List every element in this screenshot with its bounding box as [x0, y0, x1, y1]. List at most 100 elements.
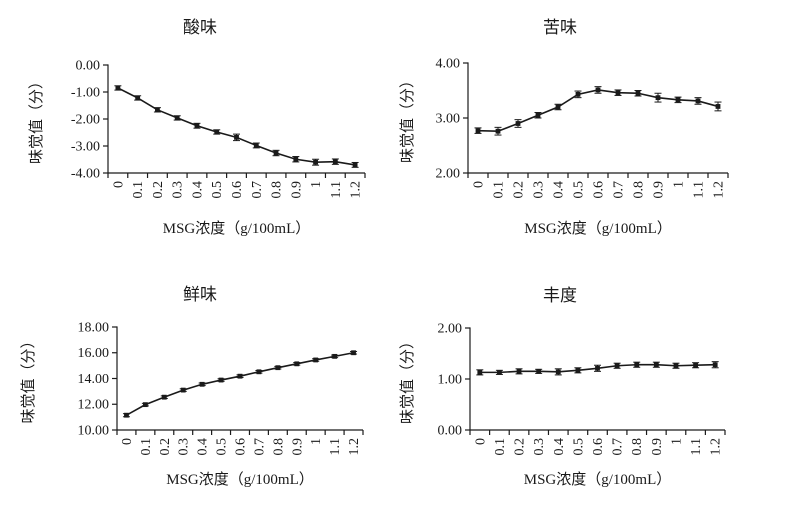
x-tick-label: 1	[669, 438, 684, 445]
x-tick-label: 0.2	[512, 181, 527, 199]
x-axis-title: MSG浓度（g/100mL）	[166, 471, 314, 488]
x-tick-label: 1.2	[709, 438, 724, 456]
data-point	[675, 97, 681, 103]
y-tick-label: 2.00	[438, 321, 463, 336]
data-point	[313, 357, 319, 363]
data-point	[275, 365, 281, 371]
x-tick-label: 0.5	[215, 438, 230, 456]
x-tick-label: 0.3	[171, 181, 186, 199]
x-tick-label: 0.4	[552, 438, 567, 456]
data-point	[293, 156, 299, 162]
y-tick-label: 1.00	[438, 372, 463, 387]
x-tick-label: 0.8	[630, 438, 645, 456]
data-point	[575, 91, 581, 97]
x-tick-label: 0.7	[612, 181, 627, 199]
data-point	[234, 134, 239, 140]
x-axis-title: MSG浓度（g/100mL）	[524, 220, 672, 237]
data-point	[693, 362, 698, 368]
data-point	[218, 377, 224, 383]
data-point	[555, 104, 561, 110]
chart-title: 苦味	[543, 18, 577, 37]
x-tick-label: 0.7	[252, 438, 267, 456]
x-tick-label: 0.9	[652, 181, 667, 199]
data-point	[194, 123, 200, 129]
data-point	[495, 128, 501, 134]
x-tick-label: 0.9	[289, 181, 304, 199]
x-tick-label: 0.3	[177, 438, 192, 456]
data-point	[214, 129, 220, 135]
y-axis-label: 味觉值（分）	[20, 333, 37, 423]
y-tick-label: 4.00	[436, 56, 461, 71]
data-point	[595, 87, 601, 93]
x-tick-label: 0.7	[250, 181, 265, 199]
x-tick-label: 0.9	[650, 438, 665, 456]
y-tick-label: 14.00	[78, 372, 110, 387]
x-tick-label: 0	[472, 181, 487, 188]
x-tick-label: 0.1	[493, 438, 508, 456]
x-tick-label: 0.3	[532, 438, 547, 456]
y-tick-label: -4.00	[71, 166, 100, 181]
data-point	[715, 104, 721, 109]
x-tick-label: 0.4	[552, 181, 567, 199]
data-point	[135, 95, 141, 101]
x-tick-label: 0	[120, 438, 135, 445]
x-tick-label: 0.6	[591, 438, 606, 456]
data-point	[477, 369, 483, 375]
x-tick-label: 0.5	[210, 181, 225, 199]
data-point	[555, 369, 561, 375]
x-tick-label: 1	[672, 181, 687, 188]
x-tick-label: 1.1	[328, 438, 343, 456]
x-axis-title: MSG浓度（g/100mL）	[163, 220, 311, 237]
x-tick-label: 0.2	[151, 181, 166, 199]
x-tick-label: 1.2	[712, 181, 727, 199]
data-point	[115, 85, 121, 91]
y-tick-label: -3.00	[71, 139, 100, 154]
x-tick-label: 0.1	[492, 181, 507, 199]
x-tick-label: 0	[473, 438, 488, 445]
data-point	[536, 368, 542, 374]
x-tick-label: 0.6	[234, 438, 249, 456]
data-point	[332, 353, 338, 359]
y-tick-label: -1.00	[71, 85, 100, 100]
x-tick-label: 0.4	[196, 438, 211, 456]
data-point	[237, 373, 243, 379]
y-axis-label: 味觉值（分）	[399, 73, 416, 163]
data-point	[294, 361, 300, 367]
y-axis-label: 味觉值（分）	[399, 334, 416, 424]
data-point	[124, 412, 129, 418]
y-tick-label: 16.00	[78, 346, 110, 361]
x-tick-label: 0.2	[513, 438, 528, 456]
x-tick-label: 0.1	[131, 181, 146, 199]
data-point	[351, 350, 356, 356]
y-tick-label: 10.00	[78, 423, 110, 438]
x-tick-label: 1	[309, 181, 324, 188]
y-axis-label: 味觉值（分）	[28, 74, 45, 164]
x-tick-label: 0.8	[632, 181, 647, 199]
y-tick-label: 12.00	[78, 398, 110, 413]
data-point	[634, 362, 640, 368]
data-point	[273, 150, 279, 156]
y-tick-label: 0.00	[438, 423, 463, 438]
y-tick-label: 0.00	[76, 58, 101, 73]
chart-title: 丰度	[543, 286, 577, 305]
data-point	[516, 368, 522, 374]
x-tick-label: 0.6	[230, 181, 245, 199]
series-line	[117, 87, 356, 166]
data-point	[515, 121, 521, 126]
x-tick-label: 1.2	[349, 181, 364, 199]
x-tick-label: 0.4	[190, 181, 205, 199]
data-point	[575, 367, 581, 373]
x-axis-title: MSG浓度（g/100mL）	[524, 471, 672, 488]
data-point	[256, 369, 262, 375]
y-tick-label: 2.00	[436, 166, 461, 181]
x-tick-label: 1.1	[329, 181, 344, 199]
data-point	[653, 362, 659, 368]
series-line	[477, 89, 719, 133]
y-tick-label: 3.00	[436, 111, 461, 126]
data-point	[180, 387, 186, 393]
data-point	[313, 159, 318, 165]
x-tick-label: 0.8	[271, 438, 286, 456]
x-tick-label: 0.1	[139, 438, 154, 456]
